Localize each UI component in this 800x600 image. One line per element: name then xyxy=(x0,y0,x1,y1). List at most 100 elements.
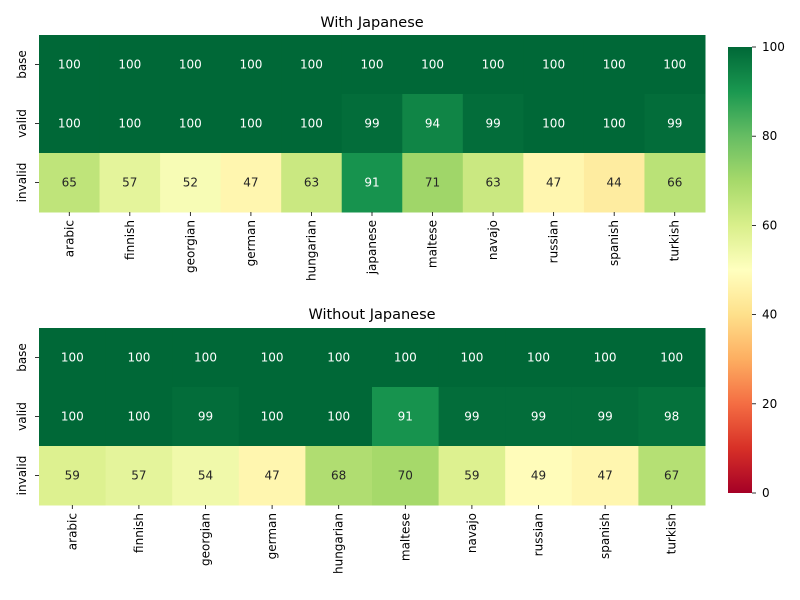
x-tick-label: turkish xyxy=(665,513,679,554)
cell-value-label: 99 xyxy=(597,410,612,424)
heatmap-cell-base-german xyxy=(238,328,306,388)
cell-value-label: 100 xyxy=(194,351,217,365)
cell-value-label: 100 xyxy=(61,410,84,424)
heatmap-cell-base-navajo xyxy=(438,328,506,388)
cell-value-label: 99 xyxy=(531,410,546,424)
cell-value-label: 100 xyxy=(261,410,284,424)
heatmap-cell-valid-german xyxy=(238,387,306,447)
heatmap-cell-base-arabic xyxy=(39,328,107,388)
cell-value-label: 100 xyxy=(300,117,323,131)
heatmap-cell-base-finnish xyxy=(99,35,161,95)
heatmap-cell-base-spanish xyxy=(571,328,639,388)
heatmap-cell-base-arabic xyxy=(39,35,101,95)
heatmap-cell-valid-spanish xyxy=(571,387,639,447)
x-tick-label: spanish xyxy=(607,220,621,266)
cell-value-label: 100 xyxy=(542,58,565,72)
heatmap-cell-base-hungarian xyxy=(281,35,343,95)
cell-value-label: 100 xyxy=(361,58,384,72)
x-tick-label: hungarian xyxy=(332,513,346,574)
cell-value-label: 54 xyxy=(198,469,213,483)
colorbar-tick-label: 80 xyxy=(762,129,777,143)
heatmap-cell-invalid-turkish xyxy=(644,153,706,213)
heatmap-cell-invalid-arabic xyxy=(39,446,107,506)
cell-value-label: 99 xyxy=(198,410,213,424)
heatmap-cell-invalid-spanish xyxy=(571,446,639,506)
heatmap-cell-invalid-spanish xyxy=(583,153,645,213)
heatmap-cell-valid-turkish xyxy=(638,387,706,447)
y-tick-label: valid xyxy=(15,109,29,138)
cell-value-label: 100 xyxy=(594,351,617,365)
heatmap-cell-valid-russian xyxy=(523,94,585,154)
heatmap-cell-base-german xyxy=(220,35,282,95)
heatmap-cell-invalid-turkish xyxy=(638,446,706,506)
x-tick-label: georgian xyxy=(183,220,197,273)
cell-value-label: 100 xyxy=(527,351,550,365)
cell-value-label: 99 xyxy=(364,117,379,131)
heatmap-cell-base-russian xyxy=(505,328,573,388)
cell-value-label: 71 xyxy=(425,176,440,190)
x-tick-label: navajo xyxy=(465,513,479,553)
heatmap-cell-base-maltese xyxy=(372,328,440,388)
cell-value-label: 59 xyxy=(464,469,479,483)
heatmap-cell-valid-finnish xyxy=(99,94,161,154)
heatmap-cell-base-maltese xyxy=(402,35,464,95)
heatmap-cell-base-finnish xyxy=(105,328,173,388)
heatmap-cell-invalid-hungarian xyxy=(281,153,343,213)
cell-value-label: 100 xyxy=(58,117,81,131)
heatmap-cell-valid-navajo xyxy=(462,94,524,154)
heatmap-cell-valid-maltese xyxy=(402,94,464,154)
cell-value-label: 63 xyxy=(304,176,319,190)
cell-value-label: 63 xyxy=(485,176,500,190)
x-tick-label: japanese xyxy=(365,220,379,275)
y-tick-label: base xyxy=(15,50,29,79)
x-tick-label: german xyxy=(244,220,258,266)
heatmap-cell-base-georgian xyxy=(172,328,240,388)
colorbar-gradient xyxy=(728,47,752,493)
heatmap-cell-invalid-maltese xyxy=(372,446,440,506)
cell-value-label: 49 xyxy=(531,469,546,483)
heatmap-cell-invalid-georgian xyxy=(160,153,222,213)
heatmap-cell-base-turkish xyxy=(644,35,706,95)
heatmap-cell-base-turkish xyxy=(638,328,706,388)
cell-value-label: 100 xyxy=(603,58,626,72)
cell-value-label: 100 xyxy=(179,117,202,131)
heatmap-title: Without Japanese xyxy=(308,307,435,323)
cell-value-label: 47 xyxy=(597,469,612,483)
cell-value-label: 99 xyxy=(464,410,479,424)
x-tick-label: navajo xyxy=(486,220,500,260)
heatmap-cell-valid-japanese xyxy=(341,94,403,154)
x-tick-label: finnish xyxy=(123,220,137,260)
heatmap-cell-invalid-german xyxy=(220,153,282,213)
y-tick-label: base xyxy=(15,343,29,372)
cell-value-label: 98 xyxy=(664,410,679,424)
heatmap-cell-base-navajo xyxy=(462,35,524,95)
cell-value-label: 57 xyxy=(131,469,146,483)
y-tick-label: invalid xyxy=(15,456,29,496)
heatmap-cell-base-hungarian xyxy=(305,328,373,388)
heatmap-cell-valid-arabic xyxy=(39,387,107,447)
cell-value-label: 99 xyxy=(485,117,500,131)
cell-value-label: 100 xyxy=(394,351,417,365)
heatmap-cell-invalid-navajo xyxy=(438,446,506,506)
heatmap-cell-valid-hungarian xyxy=(281,94,343,154)
heatmap-cell-base-japanese xyxy=(341,35,403,95)
heatmap-cell-valid-maltese xyxy=(372,387,440,447)
cell-value-label: 59 xyxy=(65,469,80,483)
x-tick-label: arabic xyxy=(65,513,79,550)
y-tick-label: invalid xyxy=(15,163,29,203)
colorbar-tick-label: 20 xyxy=(762,397,777,411)
heatmap-cell-valid-georgian xyxy=(160,94,222,154)
cell-value-label: 99 xyxy=(667,117,682,131)
heatmap-cell-valid-spanish xyxy=(583,94,645,154)
heatmap-cell-invalid-finnish xyxy=(99,153,161,213)
heatmap-cell-base-russian xyxy=(523,35,585,95)
cell-value-label: 47 xyxy=(546,176,561,190)
heatmap-cell-valid-german xyxy=(220,94,282,154)
heatmap-cell-valid-russian xyxy=(505,387,573,447)
cell-value-label: 66 xyxy=(667,176,682,190)
heatmap-cell-invalid-russian xyxy=(505,446,573,506)
x-tick-label: russian xyxy=(547,220,561,263)
cell-value-label: 100 xyxy=(327,410,350,424)
cell-value-label: 65 xyxy=(62,176,77,190)
heatmap-title: With Japanese xyxy=(320,15,423,31)
